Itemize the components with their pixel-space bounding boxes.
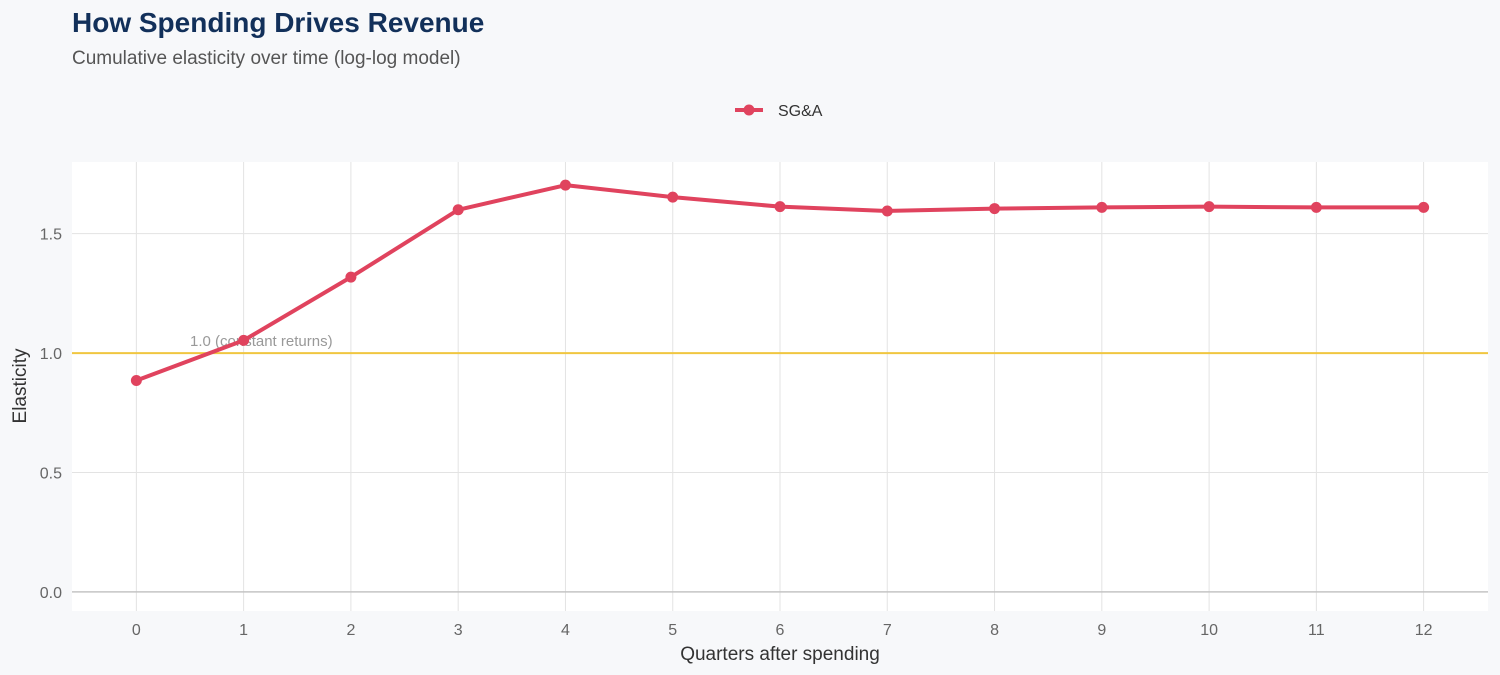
x-tick-label: 2	[346, 622, 355, 639]
legend-label: SG&A	[778, 103, 823, 120]
x-tick-label: 11	[1308, 622, 1325, 639]
x-tick-label: 5	[668, 622, 677, 639]
data-point	[1418, 201, 1430, 213]
x-tick-label: 12	[1415, 622, 1433, 639]
y-axis-title: Elasticity	[10, 348, 31, 423]
x-tick-label: 6	[776, 622, 785, 639]
x-axis-title: Quarters after spending	[680, 644, 880, 665]
data-point	[345, 271, 357, 283]
data-point	[559, 179, 571, 191]
x-tick-label: 4	[561, 622, 570, 639]
data-point	[881, 205, 893, 217]
data-point	[1096, 201, 1108, 213]
series-layer	[130, 179, 1430, 387]
legend: SG&A	[735, 103, 823, 120]
chart-title: How Spending Drives Revenue	[72, 7, 484, 38]
y-tick-label: 1.0	[40, 346, 62, 363]
x-tick-label: 10	[1200, 622, 1218, 639]
data-point	[1203, 201, 1215, 213]
y-axis-ticks: 0.0 0.5 1.0 1.5	[40, 227, 62, 602]
data-point	[452, 204, 464, 216]
x-tick-label: 9	[1097, 622, 1106, 639]
x-tick-label: 0	[132, 622, 141, 639]
data-point	[989, 203, 1001, 215]
grid	[72, 162, 1488, 611]
x-axis-ticks: 0 1 2 3 4 5 6 7 8 9 10 11 12	[132, 622, 1433, 639]
reference-line-label: 1.0 (constant returns)	[190, 333, 333, 350]
x-tick-label: 7	[883, 622, 892, 639]
data-point	[130, 375, 142, 387]
data-point	[238, 334, 250, 346]
data-point	[667, 191, 679, 203]
y-tick-label: 1.5	[40, 227, 62, 244]
chart-subtitle: Cumulative elasticity over time (log-log…	[72, 48, 461, 69]
legend-marker	[743, 104, 755, 116]
data-point	[1310, 201, 1322, 213]
data-point	[774, 201, 786, 213]
y-tick-label: 0.0	[40, 585, 62, 602]
y-tick-label: 0.5	[40, 465, 62, 482]
x-tick-label: 3	[454, 622, 463, 639]
x-tick-label: 8	[990, 622, 999, 639]
x-tick-label: 1	[239, 622, 248, 639]
